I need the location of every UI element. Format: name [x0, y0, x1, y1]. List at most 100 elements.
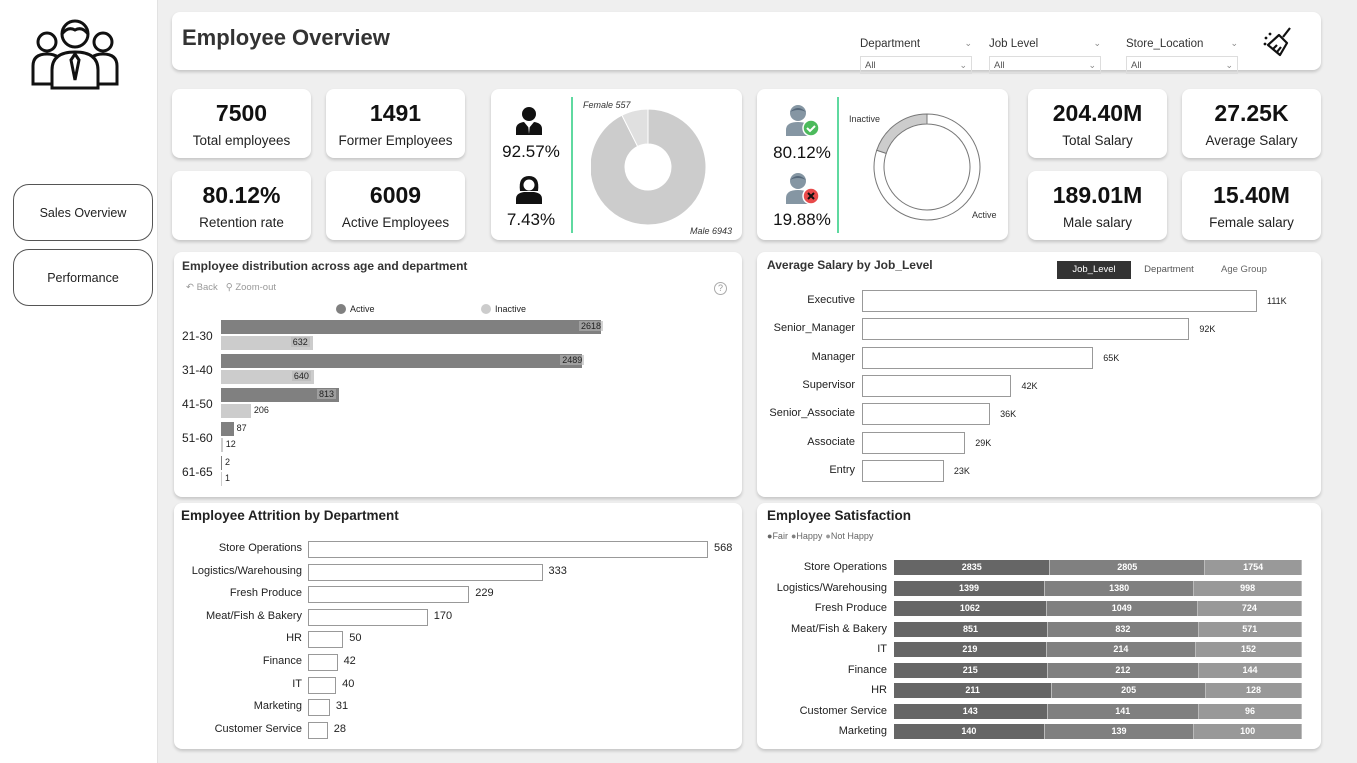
age-distribution-chart: Employee distribution across age and dep… [174, 252, 742, 497]
y-axis-label: HR [871, 684, 887, 696]
y-axis-label: 31-40 [182, 363, 213, 377]
bar[interactable] [308, 608, 428, 626]
zoom-out-button[interactable]: ⚲ Zoom-out [226, 282, 276, 293]
bar[interactable] [862, 318, 1190, 341]
bar[interactable] [308, 654, 338, 671]
bar-segment-not-happy[interactable]: 100 [1194, 724, 1302, 739]
y-axis-label: Marketing [838, 725, 887, 737]
bar-segment-not-happy[interactable]: 724 [1197, 601, 1302, 616]
donut-slice-female[interactable] [621, 108, 649, 148]
bar-segment-happy[interactable]: 1049 [1046, 601, 1198, 616]
data-label: 1 [225, 473, 231, 483]
bar-segment-happy[interactable]: 214 [1046, 642, 1196, 657]
bar-segment-happy[interactable]: 1380 [1045, 580, 1195, 596]
bar[interactable] [862, 346, 1094, 369]
legend-inactive[interactable]: Inactive [481, 304, 526, 314]
bar-segment-not-happy[interactable]: 1754 [1205, 560, 1302, 575]
help-icon[interactable]: ? [714, 282, 727, 295]
male-slice-label: Male 6943 [690, 226, 733, 236]
bar-segment-happy[interactable]: 212 [1047, 662, 1200, 678]
bar-inactive[interactable] [221, 370, 314, 384]
donut-slice-male[interactable] [591, 108, 707, 226]
bar-segment-fair[interactable]: 140 [894, 724, 1045, 739]
bar[interactable] [862, 290, 1257, 312]
store-location-select[interactable]: All ⌄ [1126, 56, 1238, 74]
back-button[interactable]: ↶ Back [186, 282, 218, 293]
legend-not-happy[interactable]: ●Not Happy [825, 531, 873, 541]
bar-segment-fair[interactable]: 851 [894, 621, 1049, 637]
bar[interactable] [308, 631, 344, 649]
bar-segment-not-happy[interactable]: 571 [1198, 621, 1302, 637]
bar[interactable] [308, 563, 543, 581]
bar[interactable] [308, 676, 337, 694]
bar[interactable] [308, 586, 470, 604]
bar-inactive[interactable] [221, 438, 223, 452]
bar-active[interactable] [221, 354, 583, 368]
store-location-slicer[interactable]: Store_Location ⌄ All ⌄ [1126, 38, 1238, 74]
bar-segment-not-happy[interactable]: 998 [1194, 580, 1302, 596]
bar-segment-happy[interactable]: 205 [1052, 683, 1206, 698]
bar-segment-fair[interactable]: 1062 [894, 601, 1047, 616]
broom-icon[interactable] [1262, 25, 1296, 59]
status-donut-chart[interactable] [857, 89, 1008, 240]
bar-inactive[interactable] [221, 472, 222, 486]
bar[interactable] [862, 459, 944, 482]
bar-inactive[interactable] [221, 404, 251, 418]
legend-dot-icon [336, 304, 346, 314]
bar[interactable] [308, 721, 328, 739]
bar-segment-fair[interactable]: 211 [894, 683, 1053, 698]
chevron-down-icon[interactable]: ⌄ [1093, 38, 1101, 48]
legend-active[interactable]: Active [336, 304, 375, 314]
divider [571, 97, 573, 233]
legend-happy[interactable]: ●Happy [791, 531, 822, 541]
y-axis-label: 61-65 [182, 465, 213, 479]
bar-active[interactable] [221, 422, 234, 436]
legend-fair[interactable]: ●Fair [767, 531, 788, 541]
bar[interactable] [862, 403, 991, 426]
bar-segment-happy[interactable]: 2805 [1050, 560, 1206, 575]
bar[interactable] [862, 431, 966, 454]
gender-donut-chart[interactable] [591, 89, 742, 240]
tab-job-level[interactable]: Job_Level [1057, 261, 1131, 279]
total-salary-value: 204.40M [1052, 99, 1143, 126]
total-salary-label: Total Salary [1062, 132, 1133, 148]
chevron-down-icon[interactable]: ⌄ [964, 38, 972, 48]
bar-segment-fair[interactable]: 143 [894, 703, 1048, 719]
bar-segment-not-happy[interactable]: 128 [1206, 683, 1302, 698]
bar-segment-happy[interactable]: 139 [1044, 724, 1195, 739]
tab-age-group[interactable]: Age Group [1221, 264, 1267, 275]
bar-segment-fair[interactable]: 215 [894, 662, 1048, 678]
inactive-slice-label: Inactive [849, 114, 881, 124]
sales-overview-button[interactable]: Sales Overview [13, 184, 153, 241]
bar-segment-fair[interactable]: 1399 [894, 580, 1046, 596]
y-axis-label: Supervisor [802, 378, 855, 391]
department-slicer[interactable]: Department ⌄ All ⌄ [860, 38, 972, 74]
legend-label: Happy [796, 531, 823, 541]
data-label: 92K [1199, 324, 1216, 335]
bar-inactive[interactable] [221, 336, 313, 350]
bar-segment-fair[interactable]: 2835 [894, 560, 1051, 575]
bar-active[interactable] [221, 456, 222, 470]
bar-active[interactable] [221, 388, 339, 402]
bar[interactable] [862, 374, 1012, 397]
bar-segment-happy[interactable]: 832 [1048, 621, 1199, 637]
department-select[interactable]: All ⌄ [860, 56, 972, 74]
active-slice-label: Active [972, 210, 997, 220]
bar[interactable] [308, 541, 708, 558]
bar-segment-not-happy[interactable]: 152 [1195, 642, 1302, 657]
tab-department[interactable]: Department [1144, 264, 1194, 275]
data-label: 2 [225, 457, 231, 467]
y-axis-label: Meat/Fish & Bakery [206, 609, 302, 622]
job-level-select[interactable]: All ⌄ [989, 56, 1101, 74]
performance-button[interactable]: Performance [13, 249, 153, 306]
bar-segment-happy[interactable]: 141 [1047, 703, 1199, 719]
bar-active[interactable] [221, 320, 601, 334]
job-level-slicer[interactable]: Job Level ⌄ All ⌄ [989, 38, 1101, 74]
bar-segment-not-happy[interactable]: 144 [1199, 662, 1302, 678]
bar-segment-fair[interactable]: 219 [894, 642, 1047, 657]
bar[interactable] [308, 699, 330, 717]
back-label: Back [196, 282, 218, 293]
bar-segment-not-happy[interactable]: 96 [1198, 703, 1302, 719]
chevron-down-icon[interactable]: ⌄ [1230, 38, 1238, 48]
donut-slice-inactive[interactable] [876, 113, 928, 155]
